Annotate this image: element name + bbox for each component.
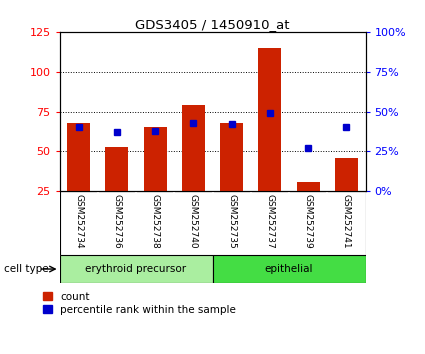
- Bar: [67, 122, 90, 191]
- Text: GSM252734: GSM252734: [74, 194, 83, 249]
- Bar: [212, 255, 366, 283]
- Bar: [182, 105, 205, 191]
- Bar: [105, 147, 128, 191]
- Bar: [297, 182, 320, 191]
- Legend: count, percentile rank within the sample: count, percentile rank within the sample: [43, 292, 236, 315]
- Bar: [220, 122, 243, 191]
- Title: GDS3405 / 1450910_at: GDS3405 / 1450910_at: [135, 18, 290, 31]
- Text: GSM252735: GSM252735: [227, 194, 236, 249]
- Text: GSM252741: GSM252741: [342, 194, 351, 249]
- Bar: [60, 255, 212, 283]
- Text: GSM252737: GSM252737: [265, 194, 275, 249]
- Text: GSM252740: GSM252740: [189, 194, 198, 249]
- Bar: [144, 127, 167, 191]
- Text: epithelial: epithelial: [265, 264, 313, 274]
- Text: cell type: cell type: [4, 264, 49, 274]
- Text: GSM252739: GSM252739: [303, 194, 313, 249]
- Bar: [258, 48, 281, 191]
- Bar: [335, 158, 358, 191]
- Text: GSM252738: GSM252738: [150, 194, 160, 249]
- Text: GSM252736: GSM252736: [112, 194, 122, 249]
- Text: erythroid precursor: erythroid precursor: [85, 264, 187, 274]
